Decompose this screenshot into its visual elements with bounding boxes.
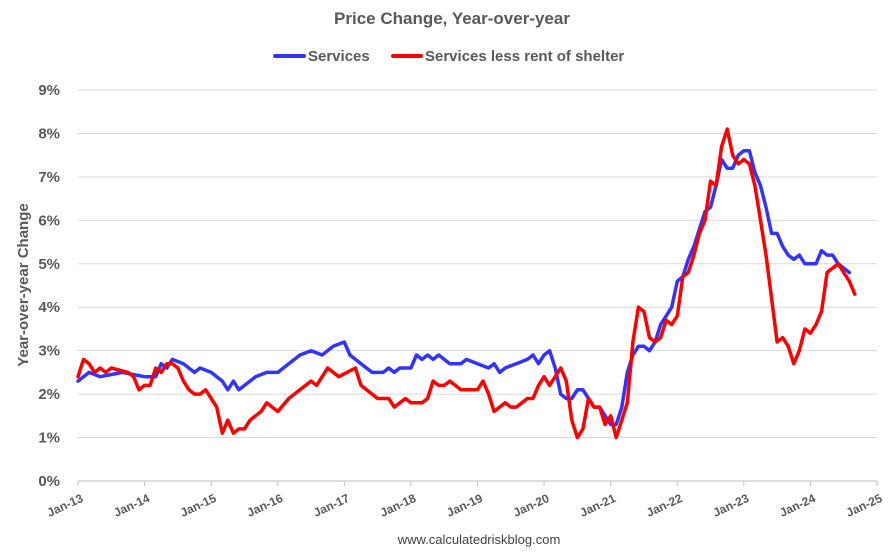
y-tick-label: 4%: [38, 299, 60, 316]
x-tick-label: Jan-16: [245, 491, 286, 520]
legend: Services Services less rent of shelter: [273, 48, 624, 65]
y-tick-label: 7%: [38, 169, 60, 186]
series-lines: [76, 127, 857, 440]
y-tick-label: 9%: [38, 82, 60, 99]
y-tick-label: 2%: [38, 386, 60, 403]
x-tick-label: Jan-24: [777, 491, 818, 520]
source-credit: www.calculatedriskblog.com: [397, 532, 561, 547]
y-tick-label: 8%: [38, 125, 60, 142]
x-tick-label: Jan-19: [444, 491, 485, 520]
y-axis-ticks: 0% 1% 2% 3% 4% 5% 6% 7% 8% 9%: [38, 82, 60, 490]
gridlines: [78, 89, 877, 482]
y-tick-label: 5%: [38, 256, 60, 273]
legend-label-services-less-rent: Services less rent of shelter: [425, 48, 624, 65]
x-tick-label: Jan-14: [111, 491, 152, 520]
x-axis-ticks: Jan-13 Jan-14 Jan-15 Jan-16 Jan-17 Jan-18 Jan-…: [45, 481, 885, 520]
x-tick-label: Jan-20: [511, 491, 552, 520]
y-tick-label: 0%: [38, 473, 60, 490]
legend-label-services: Services: [308, 48, 370, 65]
y-axis-label: Year-over-year Change: [15, 203, 32, 366]
x-tick-label: Jan-13: [45, 491, 86, 520]
x-tick-label: Jan-22: [644, 491, 685, 520]
x-tick-label: Jan-17: [311, 491, 352, 520]
y-tick-label: 1%: [38, 430, 60, 447]
x-tick-label: Jan-25: [844, 491, 885, 520]
y-tick-label: 3%: [38, 343, 60, 360]
y-tick-label: 6%: [38, 212, 60, 229]
chart-title: Price Change, Year-over-year: [334, 9, 570, 28]
x-tick-label: Jan-15: [178, 491, 219, 520]
series-line-services-less-rent: [76, 127, 857, 440]
x-tick-label: Jan-21: [578, 491, 619, 520]
series-line-services: [76, 149, 852, 427]
x-tick-label: Jan-18: [378, 491, 419, 520]
x-tick-label: Jan-23: [711, 491, 752, 520]
